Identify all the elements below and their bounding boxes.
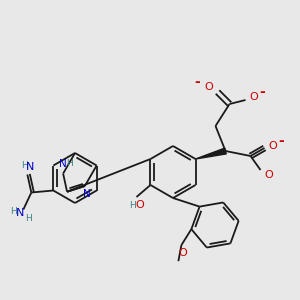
Text: O: O [178,248,187,258]
Text: O: O [249,92,258,102]
Text: H: H [10,207,17,216]
Text: O: O [204,82,213,92]
Text: O: O [135,200,144,210]
Text: N: N [16,208,25,218]
Polygon shape [196,148,226,159]
Text: H: H [66,159,73,168]
Text: N: N [26,161,34,172]
Text: -: - [195,75,200,89]
Text: O: O [264,170,273,180]
Text: -: - [279,134,284,148]
Text: H: H [129,202,136,211]
Text: N: N [83,189,91,199]
Text: O: O [268,141,277,151]
Text: H: H [25,214,32,223]
Text: H: H [21,161,28,170]
Text: -: - [260,85,266,99]
Text: N: N [59,159,67,169]
